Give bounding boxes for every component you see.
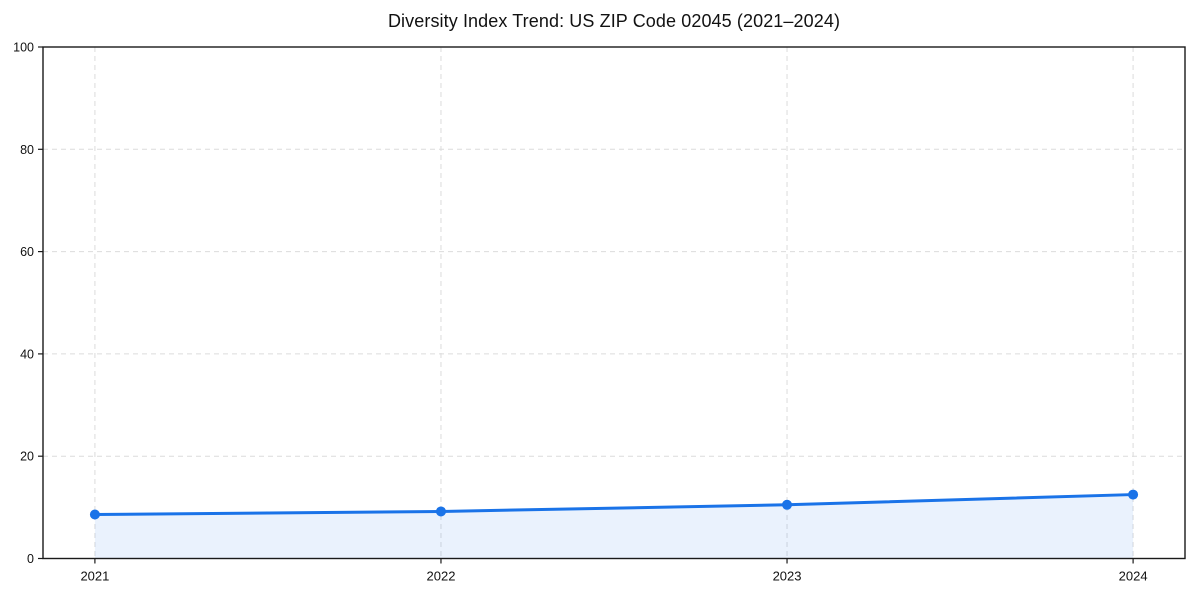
data-point [782,499,793,510]
data-point [89,509,100,520]
area-fill [94,494,1134,559]
y-tick-label: 60 [20,245,34,259]
chart-title: Diversity Index Trend: US ZIP Code 02045… [387,11,841,31]
x-tick-label: 2021 [80,569,109,584]
plot-border [42,46,1186,560]
y-tick-label: 20 [20,450,34,464]
y-tick-label: 100 [13,41,34,55]
y-tick-label: 40 [20,347,34,361]
data-point [435,506,446,517]
trend-line [93,493,1135,517]
x-tick-label: 2024 [1119,569,1148,584]
data-point [1128,489,1139,500]
x-tick-label: 2022 [427,569,456,584]
y-tick-label: 80 [20,143,34,157]
x-tick-label: 2023 [773,569,802,584]
y-tick-label: 0 [27,552,34,566]
